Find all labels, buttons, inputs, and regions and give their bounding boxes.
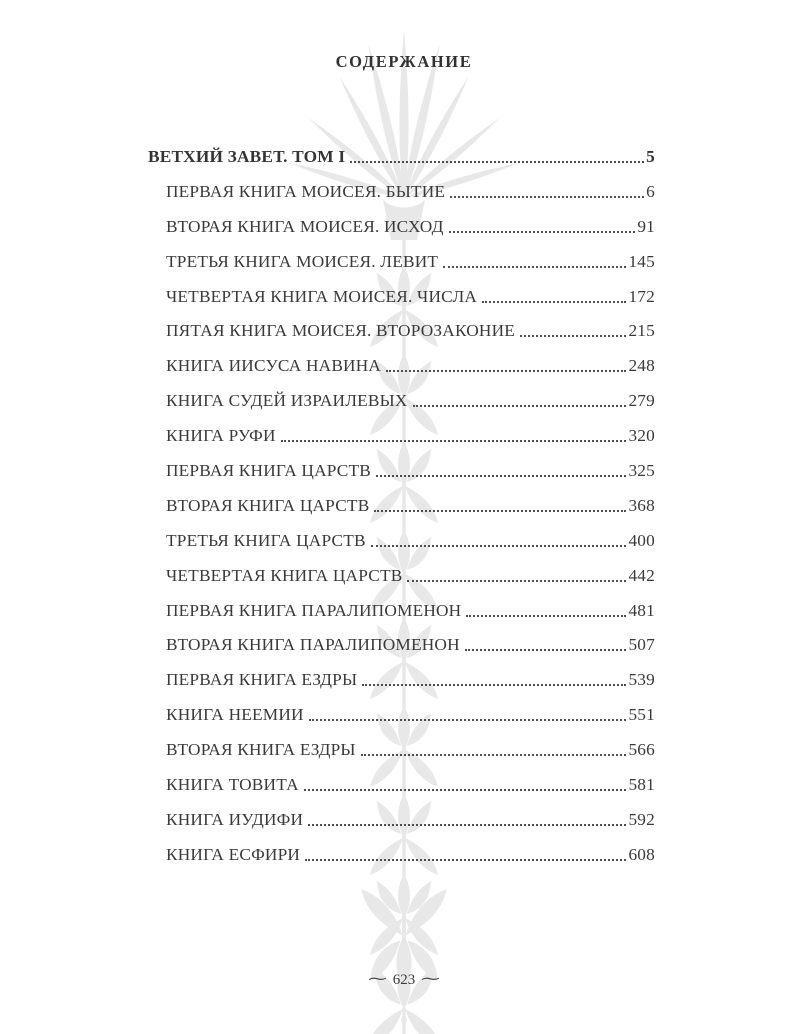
toc-entry-page: 368	[628, 495, 655, 515]
toc-entry-row[interactable]: ВТОРАЯ КНИГА МОИСЕЯ. ИСХОД 91	[148, 210, 655, 245]
toc-entry-title: ВТОРАЯ КНИГА ПАРАЛИПОМЕНОН	[166, 635, 460, 655]
toc-entry-page: 566	[628, 740, 655, 760]
toc-entry-title: ЧЕТВЕРТАЯ КНИГА ЦАРСТВ	[166, 565, 403, 585]
toc-entry-page: 215	[628, 321, 655, 341]
toc-entry-page: 400	[628, 530, 655, 550]
toc-entry-title: ВЕТХИЙ ЗАВЕТ. ТОМ I	[148, 147, 346, 166]
toc-entry-row[interactable]: ТРЕТЬЯ КНИГА МОИСЕЯ. ЛЕВИТ 145	[148, 245, 655, 280]
dot-leader	[386, 370, 627, 373]
toc-entry-title: КНИГА ТОВИТА	[166, 775, 299, 795]
toc-entry-title: ПЕРВАЯ КНИГА ЕЗДРЫ	[166, 670, 358, 690]
toc-entry-page: 145	[628, 251, 655, 271]
dot-leader	[370, 544, 627, 547]
dot-leader	[374, 509, 627, 512]
toc-entry-page: 6	[646, 181, 655, 201]
toc-entry-page: 481	[628, 600, 655, 620]
dot-leader	[464, 649, 627, 652]
toc-entry-page: 91	[637, 216, 655, 236]
dot-leader	[448, 230, 636, 233]
toc-entry-page: 608	[628, 844, 655, 864]
dot-leader	[303, 788, 627, 791]
dot-leader	[376, 474, 627, 477]
toc-entry-page: 507	[628, 635, 655, 655]
toc-entry-title: КНИГА СУДЕЙ ИЗРАИЛЕВЫХ	[166, 391, 408, 411]
dot-leader	[305, 858, 627, 861]
page-footer: ∼ 623 ∼	[0, 969, 808, 989]
toc-entry-row[interactable]: ЧЕТВЕРТАЯ КНИГА ЦАРСТВ 442	[148, 559, 655, 594]
toc-entry-title: ПЕРВАЯ КНИГА ПАРАЛИПОМЕНОН	[166, 600, 462, 620]
toc-entry-row[interactable]: ПЕРВАЯ КНИГА ЕЗДРЫ 539	[148, 663, 655, 698]
footer-page-number: 623	[392, 972, 416, 988]
dot-leader	[308, 719, 627, 722]
toc-entry-page: 325	[628, 461, 655, 481]
toc-entry-row[interactable]: ЧЕТВЕРТАЯ КНИГА МОИСЕЯ. ЧИСЛА 172	[148, 280, 655, 315]
toc-entry-title: ТРЕТЬЯ КНИГА МОИСЕЯ. ЛЕВИТ	[166, 251, 439, 271]
toc-entry-page: 172	[628, 286, 655, 306]
dot-leader	[362, 684, 627, 687]
toc-entry-page: 592	[628, 809, 655, 829]
toc-entry-page: 539	[628, 670, 655, 690]
toc-entry-row[interactable]: ВТОРАЯ КНИГА ПАРАЛИПОМЕНОН 507	[148, 628, 655, 663]
dot-leader	[412, 405, 627, 408]
toc-entry-row[interactable]: ПЕРВАЯ КНИГА ЦАРСТВ 325	[148, 454, 655, 489]
toc-entry-page: 279	[628, 391, 655, 411]
toc-entry-page: 442	[628, 565, 655, 585]
page-title: СОДЕРЖАНИЕ	[335, 52, 473, 71]
dot-leader	[466, 614, 627, 617]
toc-entry-row[interactable]: ТРЕТЬЯ КНИГА ЦАРСТВ 400	[148, 524, 655, 559]
toc-entry-page: 5	[646, 147, 655, 166]
toc-entry-title: ТРЕТЬЯ КНИГА ЦАРСТВ	[166, 530, 366, 550]
toc-entry-row[interactable]: КНИГА ИИСУСА НАВИНА 248	[148, 349, 655, 384]
toc-entry-title: ВТОРАЯ КНИГА МОИСЕЯ. ИСХОД	[166, 216, 444, 236]
toc-entry-row[interactable]: КНИГА НЕЕМИИ 551	[148, 698, 655, 733]
toc-entry-title: ПЕРВАЯ КНИГА МОИСЕЯ. БЫТИЕ	[166, 181, 446, 201]
toc-list: ВЕТХИЙ ЗАВЕТ. ТОМ I 5 ПЕРВАЯ КНИГА МОИСЕ…	[148, 140, 655, 873]
swash-ornament-right: ∼	[419, 969, 443, 988]
toc-entry-row[interactable]: ВТОРАЯ КНИГА ЕЗДРЫ 566	[148, 733, 655, 768]
toc-entry-row[interactable]: ПЕРВАЯ КНИГА МОИСЕЯ. БЫТИЕ 6	[148, 175, 655, 210]
toc-entry-title: ЧЕТВЕРТАЯ КНИГА МОИСЕЯ. ЧИСЛА	[166, 286, 478, 306]
toc-entry-row[interactable]: КНИГА РУФИ 320	[148, 419, 655, 454]
toc-entry-row[interactable]: ПЯТАЯ КНИГА МОИСЕЯ. ВТОРОЗАКОНИЕ 215	[148, 314, 655, 349]
toc-entry-title: КНИГА ИИСУСА НАВИНА	[166, 356, 382, 376]
dot-leader	[443, 265, 627, 268]
toc-entry-title: ВТОРАЯ КНИГА ЕЗДРЫ	[166, 740, 356, 760]
swash-ornament-left: ∼	[365, 969, 389, 988]
toc-entry-page: 551	[628, 705, 655, 725]
toc-entry-title: КНИГА ИУДИФИ	[166, 809, 304, 829]
toc-entry-page: 320	[628, 426, 655, 446]
dot-leader	[450, 195, 645, 198]
dot-leader	[280, 440, 627, 443]
toc-entry-row[interactable]: КНИГА СУДЕЙ ИЗРАИЛЕВЫХ 279	[148, 384, 655, 419]
toc-entry-page: 248	[628, 356, 655, 376]
toc-entry-row[interactable]: ВЕТХИЙ ЗАВЕТ. ТОМ I 5	[148, 140, 655, 175]
dot-leader	[520, 335, 627, 338]
toc-entry-row[interactable]: КНИГА ИУДИФИ 592	[148, 803, 655, 838]
toc-entry-page: 581	[628, 775, 655, 795]
dot-leader	[360, 754, 627, 757]
toc-entry-title: ПЯТАЯ КНИГА МОИСЕЯ. ВТОРОЗАКОНИЕ	[166, 321, 516, 341]
toc-entry-title: КНИГА ЕСФИРИ	[166, 844, 301, 864]
dot-leader	[308, 823, 627, 826]
toc-entry-row[interactable]: ВТОРАЯ КНИГА ЦАРСТВ 368	[148, 489, 655, 524]
toc-entry-row[interactable]: КНИГА ЕСФИРИ 608	[148, 838, 655, 873]
toc-entry-title: КНИГА РУФИ	[166, 426, 276, 446]
toc-entry-row[interactable]: ПЕРВАЯ КНИГА ПАРАЛИПОМЕНОН 481	[148, 594, 655, 629]
toc-entry-title: ПЕРВАЯ КНИГА ЦАРСТВ	[166, 461, 371, 481]
toc-entry-title: ВТОРАЯ КНИГА ЦАРСТВ	[166, 495, 370, 515]
dot-leader	[350, 160, 645, 163]
dot-leader	[407, 579, 627, 582]
toc-entry-title: КНИГА НЕЕМИИ	[166, 705, 304, 725]
dot-leader	[482, 300, 627, 303]
toc-entry-row[interactable]: КНИГА ТОВИТА 581	[148, 768, 655, 803]
